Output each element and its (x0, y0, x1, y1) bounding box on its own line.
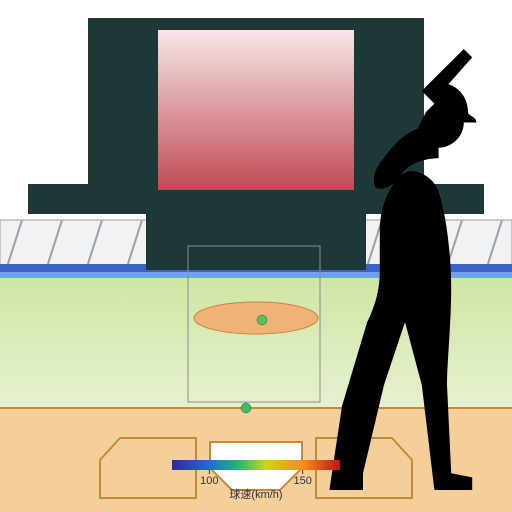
pitch-marker (241, 403, 251, 413)
pitch-marker (257, 315, 267, 325)
legend-label: 球速(km/h) (229, 487, 282, 501)
legend-tick: 100 (200, 475, 218, 487)
pitch-location-chart: 100 150 球速(km/h) (0, 0, 512, 512)
legend-tick: 150 (293, 475, 311, 487)
